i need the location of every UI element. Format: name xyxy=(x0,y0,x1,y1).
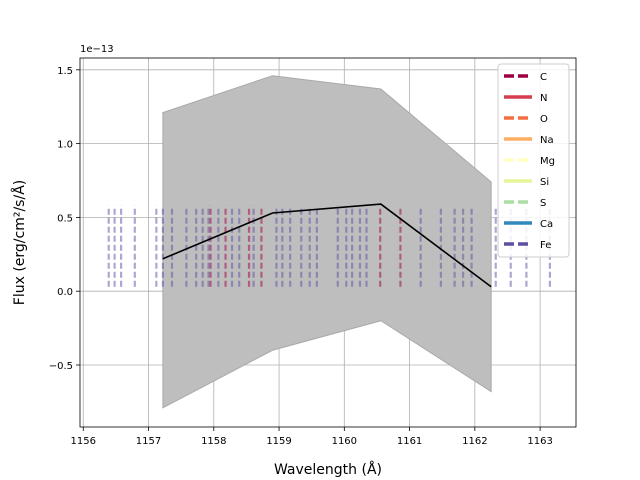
y-tick-label: −0.5 xyxy=(49,361,73,372)
legend-label-na: Na xyxy=(540,135,554,146)
legend-label-si: Si xyxy=(540,177,549,188)
x-tick-label: 1159 xyxy=(266,436,291,447)
x-tick-label: 1157 xyxy=(136,436,161,447)
legend-label-c: C xyxy=(540,72,547,83)
y-offset-text: 1e−13 xyxy=(80,44,114,55)
x-tick-label: 1163 xyxy=(527,436,552,447)
y-tick-label: 0.0 xyxy=(57,287,73,298)
legend: CNO Na Mg Si S Ca Fe xyxy=(497,63,570,258)
spectral-line-markers xyxy=(107,205,551,287)
legend-label-s: S xyxy=(540,198,546,209)
plot-frame xyxy=(79,57,577,428)
flux-series xyxy=(162,203,492,288)
x-tick-label: 1160 xyxy=(332,436,357,447)
y-axis-label: Flux (erg/cm²/s/Å) xyxy=(11,180,28,305)
flux-line xyxy=(162,203,492,288)
uncertainty-band xyxy=(162,75,492,409)
legend-box xyxy=(497,63,570,258)
y-tick-label: 1.5 xyxy=(57,66,73,77)
x-tick-label: 1161 xyxy=(397,436,422,447)
x-tick-label: 1158 xyxy=(201,436,226,447)
legend-label-ca: Ca xyxy=(540,219,553,230)
x-tick-label: 1156 xyxy=(71,436,96,447)
axis-ticks: 1156 1157 1158 1159 1160 1161 1162 1163 −0.5 0.0 0… xyxy=(49,66,553,447)
y-tick-label: 0.5 xyxy=(57,213,73,224)
legend-label-mg: Mg xyxy=(540,156,555,167)
y-tick-label: 1.0 xyxy=(57,140,73,151)
flux-error-band xyxy=(162,75,492,409)
x-tick-label: 1162 xyxy=(462,436,487,447)
legend-label-n: N xyxy=(540,93,547,104)
legend-label-fe: Fe xyxy=(540,240,551,251)
x-axis-label: Wavelength (Å) xyxy=(274,461,382,478)
legend-label-o: O xyxy=(540,114,548,125)
